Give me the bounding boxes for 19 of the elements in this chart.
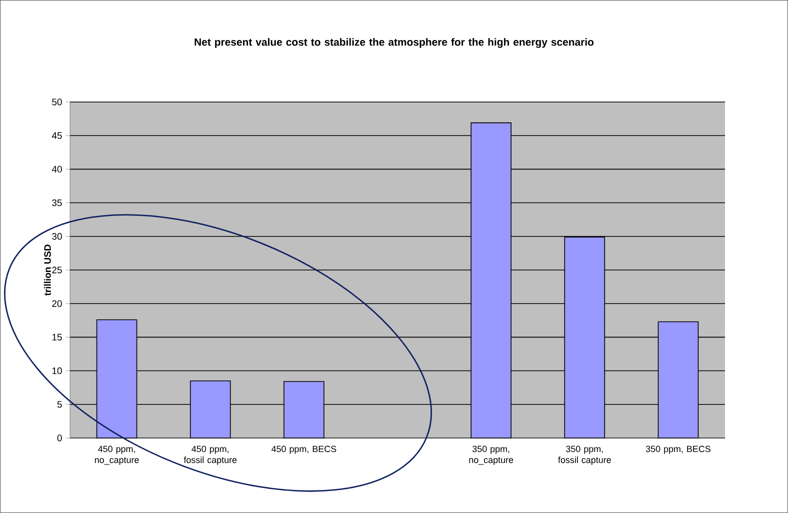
- y-axis-title: trillion USD: [44, 244, 51, 296]
- y-tick-label: 0: [57, 434, 62, 442]
- y-tick-label: 35: [52, 199, 62, 206]
- y-tick-label: 20: [52, 300, 62, 307]
- x-tick-label: 450 ppm, fossil capture: [184, 446, 237, 465]
- y-tick-label: 30: [52, 233, 62, 240]
- y-tick-label: 15: [52, 334, 62, 340]
- x-tick-label: 450 ppm, BECS: [271, 446, 336, 454]
- y-tick-label: 25: [52, 266, 62, 274]
- y-tick-label: 40: [52, 166, 62, 173]
- y-tick-label: 5: [57, 401, 62, 408]
- chart-title: Net present value cost to stabilize the atmosphere for the high energy scenario: [194, 38, 594, 48]
- x-tick-label: 350 ppm, BECS: [646, 446, 710, 454]
- x-tick-label: 450 ppm, no_capture: [94, 446, 139, 465]
- x-tick-label: 350 ppm, no_capture: [469, 446, 514, 465]
- y-tick-label: 10: [52, 367, 62, 374]
- y-tick-label: 45: [52, 132, 62, 139]
- x-tick-label: 350 ppm, fossil capture: [558, 446, 611, 465]
- y-tick-label: 50: [52, 98, 62, 106]
